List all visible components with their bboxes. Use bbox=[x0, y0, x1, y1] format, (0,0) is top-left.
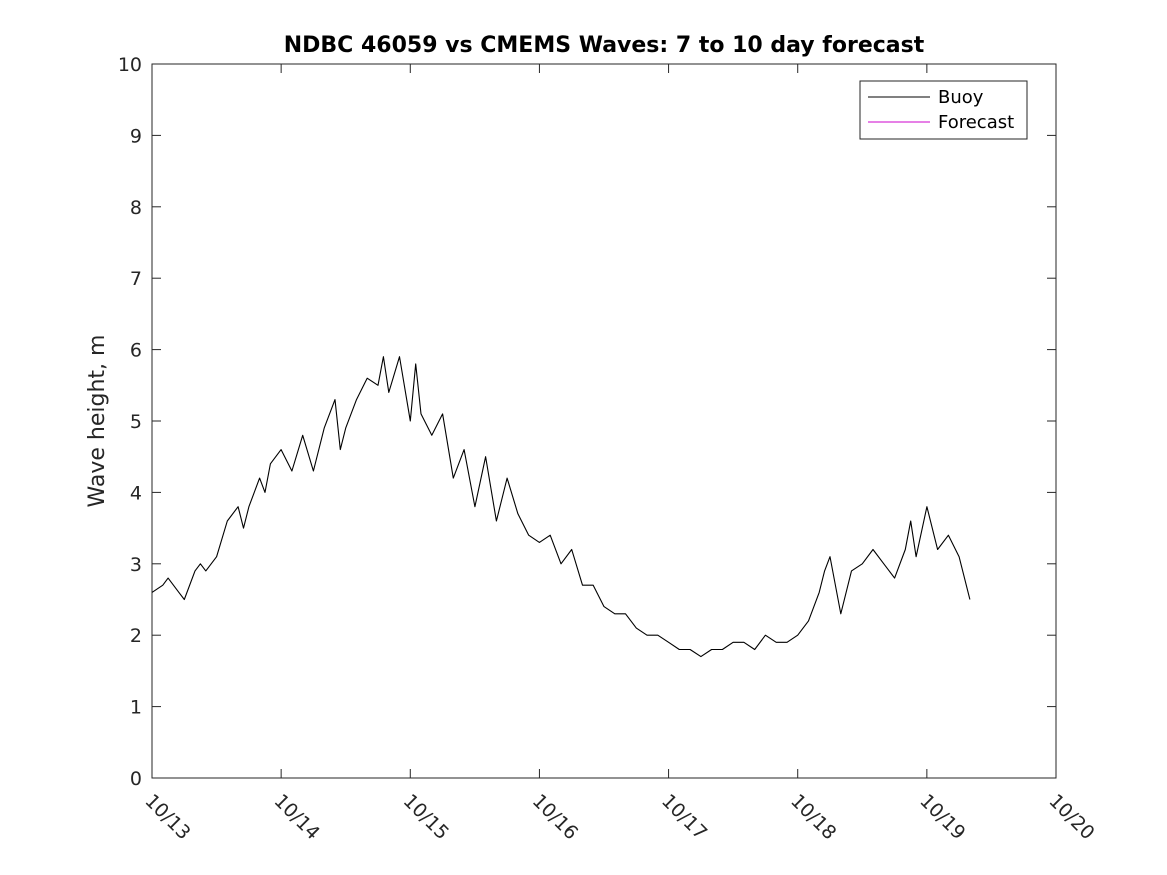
y-tick-label: 0 bbox=[130, 768, 142, 790]
y-tick-label: 4 bbox=[130, 482, 142, 504]
y-tick-label: 7 bbox=[130, 268, 142, 290]
y-axis-label: Wave height, m bbox=[85, 335, 110, 508]
y-tick-label: 2 bbox=[130, 625, 142, 647]
series-layer bbox=[151, 356, 971, 658]
legend-label-forecast: Forecast bbox=[938, 112, 1014, 133]
legend-label-buoy: Buoy bbox=[938, 87, 984, 108]
y-tick-label: 1 bbox=[130, 697, 142, 719]
y-tick-label: 10 bbox=[118, 54, 142, 76]
series-line-buoy bbox=[151, 356, 971, 658]
y-ticks: 0 1 2 3 4 5 6 7 8 9 10 bbox=[118, 54, 1056, 790]
y-tick-label: 5 bbox=[130, 411, 142, 433]
y-tick-label: 9 bbox=[130, 125, 142, 147]
legend: Buoy Forecast bbox=[859, 80, 1028, 140]
chart-title: NDBC 46059 vs CMEMS Waves: 7 to 10 day f… bbox=[284, 33, 925, 58]
plot-frame bbox=[151, 63, 1057, 779]
y-tick-label: 8 bbox=[130, 197, 142, 219]
y-tick-label: 3 bbox=[130, 554, 142, 576]
y-tick-label: 6 bbox=[130, 340, 142, 362]
legend-box bbox=[859, 80, 1028, 140]
